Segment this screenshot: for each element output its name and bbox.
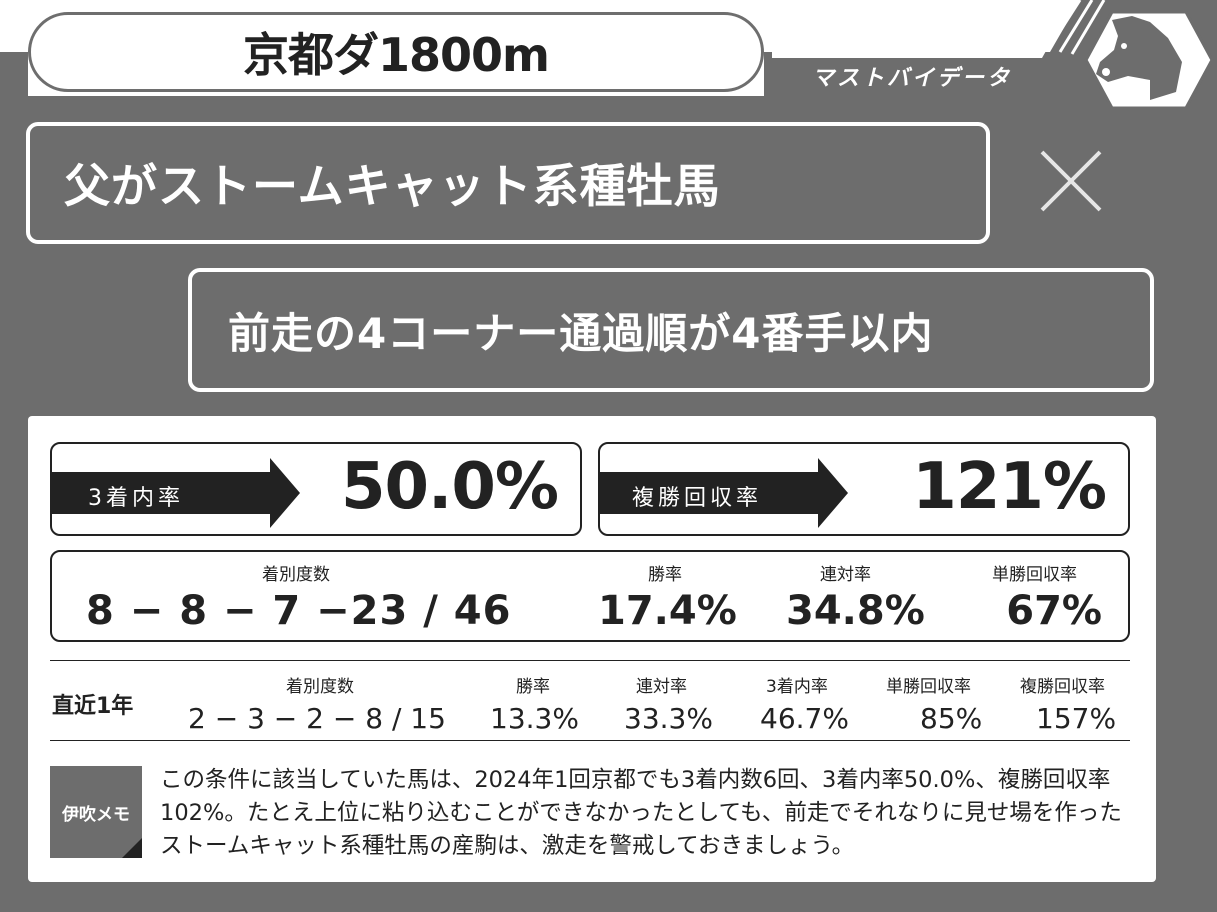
- brand-label: マストバイデータ: [812, 66, 1013, 91]
- memo-text: この条件に該当していた馬は、2024年1回京都でも3着内数6回、3着内率50.0…: [160, 767, 1122, 859]
- recent-win-label: 勝率: [516, 677, 550, 697]
- highlight-label: 3着内率: [88, 486, 184, 511]
- condition-secondary: 前走の4コーナー通過順が4番手以内: [188, 268, 1154, 392]
- recent-quinella-label: 連対率: [636, 677, 687, 697]
- overall-stats: 着別度数 8 − 8 − 7 −23 / 46 勝率 17.4% 連対率 34.…: [50, 550, 1130, 642]
- times-icon: [1040, 150, 1102, 212]
- quinella-rate-value: 34.8%: [786, 588, 925, 634]
- memo-tag: 伊吹メモ: [50, 766, 142, 858]
- condition-primary: 父がストームキャット系種牡馬: [26, 122, 990, 244]
- condition-secondary-text: 前走の4コーナー通過順が4番手以内: [228, 308, 934, 358]
- course-title: 京都ダ1800m: [28, 12, 764, 92]
- recent-quinella-value: 33.3%: [624, 702, 713, 735]
- record-value: 8 − 8 − 7 −23 / 46: [86, 588, 512, 634]
- arrow-shape: [598, 458, 848, 528]
- recent-record-value: 2 − 3 − 2 − 8 / 15: [188, 702, 446, 735]
- quinella-rate-label: 連対率: [820, 565, 871, 585]
- horse-logo-icon: [1084, 10, 1214, 110]
- highlight-place-rate: 3着内率 50.0%: [50, 442, 582, 536]
- recent-record-label: 着別度数: [286, 677, 354, 697]
- recent-title: 直近1年: [52, 694, 134, 719]
- recent-place-label: 3着内率: [766, 677, 828, 697]
- memo-label: 伊吹メモ: [62, 805, 130, 825]
- win-return-label: 単勝回収率: [992, 565, 1077, 585]
- condition-primary-text: 父がストームキャット系種牡馬: [64, 159, 721, 213]
- highlight-value: 50.0%: [340, 450, 559, 524]
- highlight-place-return: 複勝回収率 121%: [598, 442, 1130, 536]
- recent-win-return-value: 85%: [920, 702, 983, 735]
- divider: [50, 740, 1130, 741]
- win-return-value: 67%: [1006, 588, 1102, 634]
- highlight-label: 複勝回収率: [632, 486, 763, 511]
- recent-win-value: 13.3%: [490, 702, 579, 735]
- recent-place-value: 46.7%: [760, 702, 849, 735]
- page-corner-icon: [122, 838, 142, 858]
- highlight-value: 121%: [912, 450, 1107, 524]
- win-rate-value: 17.4%: [598, 588, 737, 634]
- recent-place-return-label: 複勝回収率: [1020, 677, 1105, 697]
- recent-place-return-value: 157%: [1036, 702, 1117, 735]
- arrow-shape: [50, 458, 300, 528]
- win-rate-label: 勝率: [648, 565, 682, 585]
- record-label: 着別度数: [262, 565, 330, 585]
- divider: [50, 660, 1130, 661]
- recent-win-return-label: 単勝回収率: [886, 677, 971, 697]
